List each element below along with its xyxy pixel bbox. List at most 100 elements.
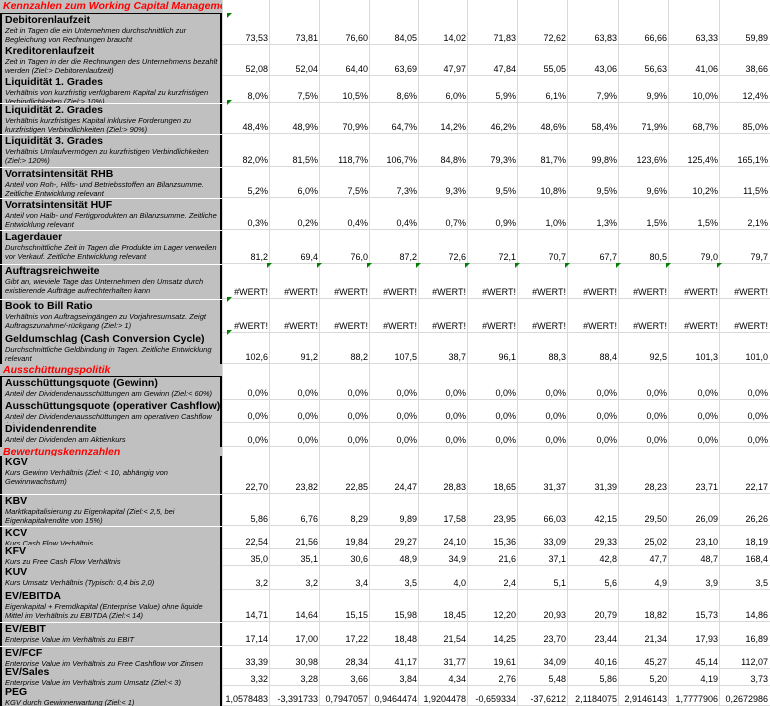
value-cell[interactable]: 0,7947057 — [325, 694, 368, 704]
value-cell[interactable]: 0,0% — [646, 435, 667, 445]
row-label[interactable]: KBV Marktkapitalisierung zu Eigenkapital … — [0, 495, 222, 526]
row-label[interactable]: Vorratsintensität HUF Anteil von Halb- un… — [0, 199, 222, 230]
row-label[interactable]: Kreditorenlaufzeit Zeit in Tagen in der d… — [0, 45, 222, 76]
value-cell[interactable]: 4,34 — [448, 674, 466, 684]
value-cell[interactable]: 125,4% — [687, 155, 718, 165]
value-cell[interactable]: 45,14 — [695, 657, 718, 667]
row-label[interactable]: KUV Kurs Umsatz Verhältnis (Typisch: 0,4 … — [0, 566, 222, 590]
value-cell[interactable]: 38,66 — [745, 64, 768, 74]
value-cell[interactable]: 0,0% — [445, 435, 466, 445]
row-label[interactable]: Lagerdauer Durchschnittliche Zeit in Tage… — [0, 231, 222, 264]
value-cell[interactable]: 38,7 — [448, 352, 466, 362]
value-cell[interactable]: 79,7 — [750, 252, 768, 262]
value-cell[interactable]: 10,2% — [692, 186, 718, 196]
value-cell[interactable]: 15,73 — [695, 610, 718, 620]
value-cell[interactable]: #WERT! — [383, 287, 417, 297]
value-cell[interactable]: #WERT! — [583, 321, 617, 331]
value-cell[interactable]: 4,0 — [453, 578, 466, 588]
value-cell[interactable]: 0,0% — [646, 411, 667, 421]
value-cell[interactable]: 0,0% — [697, 388, 718, 398]
value-cell[interactable]: 1,3% — [596, 218, 617, 228]
value-cell[interactable]: #WERT! — [383, 321, 417, 331]
row-label[interactable]: Book to Bill Ratio Verhältnis von Auftrag… — [0, 300, 222, 333]
value-cell[interactable]: 14,25 — [493, 634, 516, 644]
value-cell[interactable]: 29,27 — [394, 537, 417, 547]
value-cell[interactable]: 0,0% — [347, 435, 368, 445]
value-cell[interactable]: 3,4 — [355, 578, 368, 588]
value-cell[interactable]: 118,7% — [338, 155, 368, 165]
value-cell[interactable]: 69,4 — [300, 252, 318, 262]
value-cell[interactable]: 3,84 — [399, 674, 417, 684]
value-cell[interactable]: 0,0% — [347, 411, 368, 421]
value-cell[interactable]: 72,62 — [543, 33, 566, 43]
row-label[interactable]: Debitorenlaufzeit Zeit in Tagen die ein U… — [0, 14, 222, 45]
value-cell[interactable]: 64,40 — [345, 64, 368, 74]
value-cell[interactable]: 0,4% — [396, 218, 417, 228]
value-cell[interactable]: 0,0% — [297, 435, 318, 445]
value-cell[interactable]: 24,10 — [443, 537, 466, 547]
value-cell[interactable]: 31,77 — [443, 657, 466, 667]
value-cell[interactable]: 72,1 — [498, 252, 516, 262]
value-cell[interactable]: 7,9% — [596, 91, 617, 101]
value-cell[interactable]: 72,6 — [448, 252, 466, 262]
value-cell[interactable]: 42,15 — [594, 514, 617, 524]
value-cell[interactable]: 56,63 — [644, 64, 667, 74]
value-cell[interactable]: 59,89 — [745, 33, 768, 43]
value-cell[interactable]: 67,7 — [599, 252, 617, 262]
value-cell[interactable]: 9,89 — [399, 514, 417, 524]
section-header[interactable]: Kennzahlen zum Working Capital Managemen… — [0, 0, 222, 13]
value-cell[interactable]: 96,1 — [498, 352, 516, 362]
value-cell[interactable]: 4,19 — [700, 674, 718, 684]
value-cell[interactable]: 112,07 — [741, 657, 768, 667]
value-cell[interactable]: 3,5 — [404, 578, 417, 588]
value-cell[interactable]: #WERT! — [633, 321, 667, 331]
value-cell[interactable]: #WERT! — [583, 287, 617, 297]
value-cell[interactable]: 48,4% — [242, 122, 268, 132]
value-cell[interactable]: 81,5% — [292, 155, 318, 165]
value-cell[interactable]: 7,5% — [297, 91, 318, 101]
value-cell[interactable]: 3,5 — [755, 578, 768, 588]
row-label[interactable]: Liquidität 1. Grades Verhältnis von kurzf… — [0, 76, 222, 103]
value-cell[interactable]: 73,81 — [295, 33, 318, 43]
value-cell[interactable]: 79,0 — [700, 252, 718, 262]
value-cell[interactable]: 18,45 — [443, 610, 466, 620]
value-cell[interactable]: 0,0% — [747, 388, 768, 398]
value-cell[interactable]: 40,16 — [594, 657, 617, 667]
row-label[interactable]: Auftragsreichweite Gibt an, wieviele Tage… — [0, 265, 222, 299]
value-cell[interactable]: 84,05 — [394, 33, 417, 43]
row-label[interactable]: KFV Kurs zu Free Cash Flow Verhältnis — [0, 545, 222, 566]
value-cell[interactable]: #WERT! — [734, 287, 768, 297]
row-label[interactable]: KGV Kurs Gewinn Verhältnis (Ziel: < 10, a… — [0, 456, 222, 494]
value-cell[interactable]: #WERT! — [234, 321, 268, 331]
value-cell[interactable]: 11,5% — [743, 186, 768, 196]
value-cell[interactable]: 29,50 — [644, 514, 667, 524]
value-cell[interactable]: 8,6% — [396, 91, 417, 101]
value-cell[interactable]: 30,6 — [350, 554, 368, 564]
row-label[interactable]: Dividendenrendite Anteil der Dividenden a… — [0, 423, 222, 447]
value-cell[interactable]: 0,0% — [297, 388, 318, 398]
value-cell[interactable]: 73,53 — [245, 33, 268, 43]
value-cell[interactable]: 0,2% — [297, 218, 318, 228]
value-cell[interactable]: 30,98 — [295, 657, 318, 667]
value-cell[interactable]: 3,2 — [255, 578, 268, 588]
value-cell[interactable]: #WERT! — [334, 287, 368, 297]
value-cell[interactable]: 52,08 — [245, 64, 268, 74]
value-cell[interactable]: 31,39 — [594, 482, 617, 492]
value-cell[interactable]: 0,3% — [247, 218, 268, 228]
value-cell[interactable]: 3,66 — [350, 674, 368, 684]
value-cell[interactable]: 76,0 — [350, 252, 368, 262]
value-cell[interactable]: 92,5 — [649, 352, 667, 362]
value-cell[interactable]: 21,56 — [295, 537, 318, 547]
value-cell[interactable]: 5,86 — [599, 674, 617, 684]
value-cell[interactable]: 2,76 — [498, 674, 516, 684]
value-cell[interactable]: 107,5 — [394, 352, 417, 362]
value-cell[interactable]: 8,0% — [247, 91, 268, 101]
value-cell[interactable]: 66,66 — [644, 33, 667, 43]
value-cell[interactable]: 0,0% — [396, 411, 417, 421]
value-cell[interactable]: 0,0% — [247, 388, 268, 398]
value-cell[interactable]: 76,60 — [345, 33, 368, 43]
value-cell[interactable]: 0,2672986 — [725, 694, 768, 704]
value-cell[interactable]: 2,1184075 — [575, 694, 617, 704]
row-label[interactable]: Ausschüttungsquote (Gewinn) Anteil der Di… — [0, 377, 222, 400]
value-cell[interactable]: 63,33 — [695, 33, 718, 43]
